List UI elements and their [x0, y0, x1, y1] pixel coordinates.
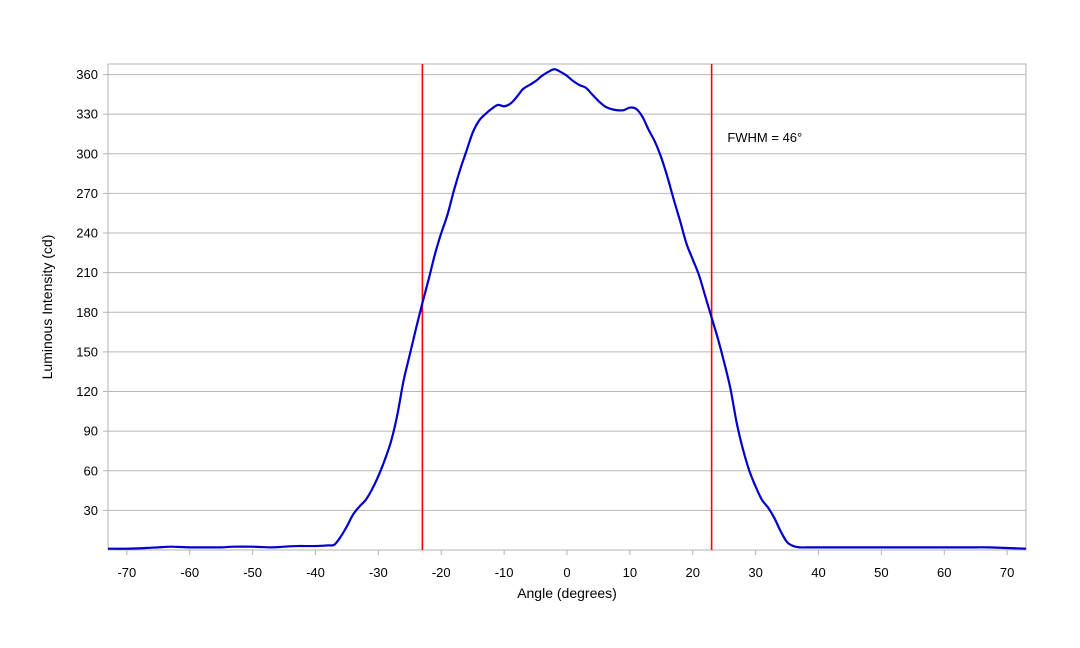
- y-tick-label: 270: [76, 186, 98, 201]
- y-tick-label: 150: [76, 344, 98, 359]
- x-tick-label: -20: [432, 565, 451, 580]
- x-tick-label: 0: [563, 565, 570, 580]
- x-tick-label: -10: [495, 565, 514, 580]
- x-tick-label: 40: [811, 565, 825, 580]
- plot-frame: [107, 63, 1027, 551]
- x-tick-label: 10: [623, 565, 637, 580]
- y-tick-label: 180: [76, 305, 98, 320]
- axes-layer: [103, 63, 1027, 555]
- y-axis-title: Luminous Intensity (cd): [39, 235, 55, 380]
- y-tick-label: 330: [76, 107, 98, 122]
- intensity-series-line: [107, 68, 1027, 550]
- x-tick-label: -70: [117, 565, 136, 580]
- annotations: FWHM = 46°: [727, 130, 802, 145]
- grid-layer: [108, 74, 1026, 511]
- x-tick-label: 50: [874, 565, 888, 580]
- y-tick-label: 240: [76, 226, 98, 241]
- x-tick-label: 60: [937, 565, 951, 580]
- y-tick-label: 210: [76, 265, 98, 280]
- x-tick-label: 20: [686, 565, 700, 580]
- series-layer: [107, 68, 1027, 550]
- x-tick-label: 70: [1000, 565, 1014, 580]
- y-tick-label: 90: [84, 424, 98, 439]
- y-tick-label: 120: [76, 384, 98, 399]
- reference-lines: [421, 64, 713, 550]
- x-axis-title: Angle (degrees): [517, 585, 617, 601]
- x-tick-label: -60: [180, 565, 199, 580]
- fwhm-annotation: FWHM = 46°: [727, 130, 802, 145]
- y-tick-label: 300: [76, 146, 98, 161]
- x-tick-label: 30: [748, 565, 762, 580]
- y-tick-label: 30: [84, 503, 98, 518]
- y-tick-label: 360: [76, 67, 98, 82]
- x-tick-label: -40: [306, 565, 325, 580]
- x-tick-label: -30: [369, 565, 388, 580]
- x-tick-label: -50: [243, 565, 262, 580]
- y-tick-label: 60: [84, 463, 98, 478]
